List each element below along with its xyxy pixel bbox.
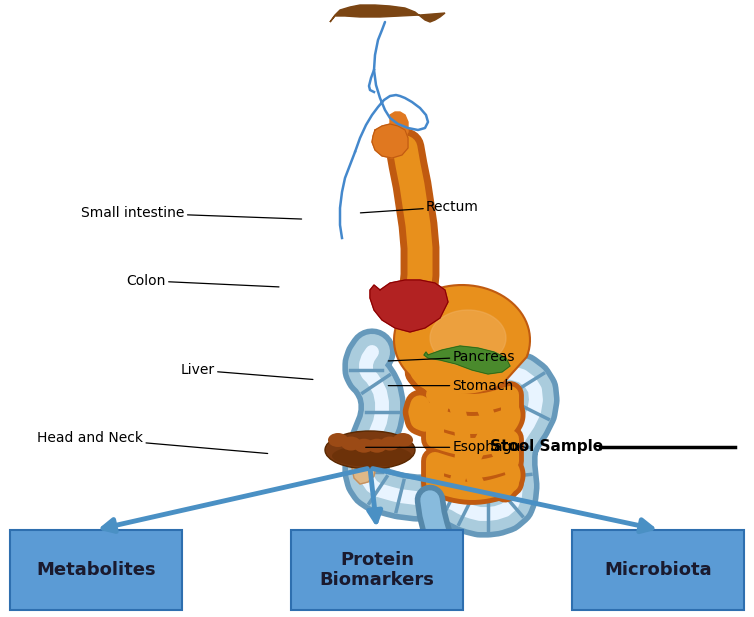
Text: Esophagus: Esophagus xyxy=(366,441,528,454)
FancyBboxPatch shape xyxy=(291,530,463,610)
Text: Protein
Biomarkers: Protein Biomarkers xyxy=(320,550,434,589)
Text: Rectum: Rectum xyxy=(360,200,479,213)
Ellipse shape xyxy=(341,436,361,450)
Text: Colon: Colon xyxy=(127,274,279,288)
Ellipse shape xyxy=(332,445,412,467)
Text: Metabolites: Metabolites xyxy=(36,561,156,579)
Ellipse shape xyxy=(328,433,348,447)
Polygon shape xyxy=(372,124,408,158)
Ellipse shape xyxy=(393,433,413,447)
Ellipse shape xyxy=(367,439,387,453)
Text: Pancreas: Pancreas xyxy=(388,350,515,363)
Polygon shape xyxy=(390,112,408,138)
Text: Head and Neck: Head and Neck xyxy=(37,431,268,453)
FancyBboxPatch shape xyxy=(10,530,182,610)
Text: Liver: Liver xyxy=(181,363,313,379)
Text: Microbiota: Microbiota xyxy=(604,561,712,579)
Text: Stool Sample: Stool Sample xyxy=(490,439,603,455)
Polygon shape xyxy=(370,280,448,332)
Ellipse shape xyxy=(380,436,400,450)
Ellipse shape xyxy=(325,431,415,469)
Ellipse shape xyxy=(354,439,374,453)
Polygon shape xyxy=(430,310,506,366)
Polygon shape xyxy=(330,5,445,22)
Polygon shape xyxy=(394,285,530,395)
Text: Stomach: Stomach xyxy=(388,379,513,392)
Text: Small intestine: Small intestine xyxy=(81,206,302,220)
Polygon shape xyxy=(424,346,510,374)
Polygon shape xyxy=(352,452,376,484)
FancyBboxPatch shape xyxy=(572,530,744,610)
